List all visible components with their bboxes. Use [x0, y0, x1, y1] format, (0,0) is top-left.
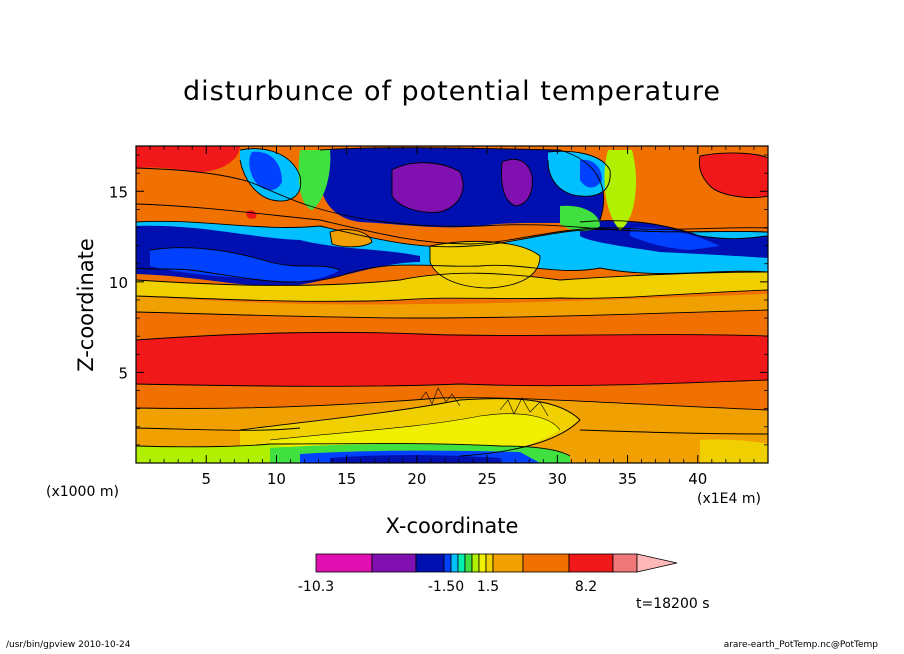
chart-title: disturbunce of potential temperature	[183, 76, 721, 107]
time-label: t=18200 s	[636, 596, 710, 612]
x-unit-label-secondary: (x1E4 m)	[697, 491, 761, 507]
x-unit-label: (x1000 m)	[46, 484, 119, 500]
colorbar-segment	[478, 553, 487, 573]
x-tick-label: 10	[267, 470, 286, 488]
colorbar: -10.3 -1.50 1.5 8.2	[298, 553, 678, 595]
colorbar-segment	[464, 553, 473, 573]
x-tick-label: 15	[337, 470, 356, 488]
colorbar-segment	[457, 553, 466, 573]
contour-lines	[136, 147, 768, 457]
y-axis-ticks: 5 10 15	[109, 154, 768, 446]
x-axis-label: X-coordinate	[385, 514, 519, 538]
x-tick-label: 20	[407, 470, 426, 488]
colorbar-segment	[568, 553, 614, 573]
colorbar-label: -10.3	[298, 579, 334, 595]
colorbar-segment	[471, 553, 480, 573]
colorbar-segment	[492, 553, 524, 573]
contour-field	[136, 146, 768, 463]
x-tick-label: 35	[618, 470, 637, 488]
y-tick-label: 10	[109, 274, 128, 292]
footer-left: /usr/bin/gpview 2010-10-24	[6, 640, 131, 650]
colorbar-arrow	[636, 553, 678, 573]
x-tick-label: 30	[548, 470, 567, 488]
colorbar-label: 1.5	[477, 579, 499, 595]
x-tick-label: 5	[201, 470, 211, 488]
colorbar-segment	[485, 553, 494, 573]
y-tick-label: 15	[109, 183, 128, 201]
footer-right: arare-earth_PotTemp.nc@PotTemp	[723, 640, 878, 650]
plot-frame: 5 10 15 20 25 30 35 40 5 10 15	[109, 145, 769, 488]
colorbar-segment	[450, 553, 459, 573]
colorbar-segment	[443, 553, 452, 573]
colorbar-segment	[371, 553, 417, 573]
y-axis-label: Z-coordinate	[74, 238, 98, 372]
colorbar-segment	[612, 553, 638, 573]
colorbar-label: 8.2	[575, 579, 597, 595]
colorbar-segment	[315, 553, 373, 573]
y-tick-label: 5	[118, 364, 128, 382]
colorbar-label: -1.50	[428, 579, 464, 595]
x-tick-label: 25	[478, 470, 497, 488]
x-axis-ticks: 5 10 15 20 25 30 35 40	[149, 146, 755, 488]
x-tick-label: 40	[688, 470, 707, 488]
colorbar-segment	[415, 553, 445, 573]
colorbar-segment	[522, 553, 570, 573]
